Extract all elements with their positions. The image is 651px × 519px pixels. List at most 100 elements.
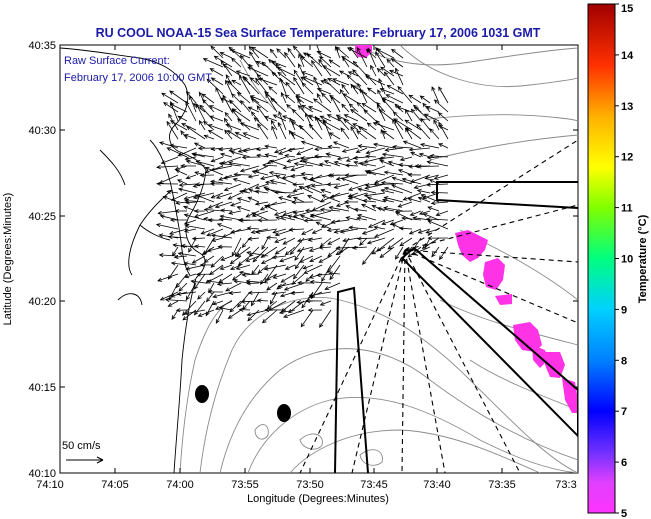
current-vector	[266, 273, 278, 280]
current-vector	[319, 163, 332, 167]
current-vector	[237, 206, 251, 212]
current-vector-head	[181, 123, 187, 127]
current-vector-head	[195, 160, 201, 165]
current-vector	[413, 104, 422, 113]
current-vector-head	[166, 189, 172, 195]
current-vector	[421, 194, 440, 203]
current-vector	[202, 99, 215, 113]
current-vector-head	[284, 94, 290, 99]
current-vector	[381, 182, 404, 185]
current-vector	[208, 130, 224, 140]
current-vector-head	[293, 69, 298, 75]
current-vector-head	[169, 101, 174, 106]
current-vector-head	[315, 272, 321, 278]
current-vector-head	[384, 186, 389, 191]
current-vector	[337, 116, 350, 131]
current-vector-head	[411, 251, 416, 256]
current-vector	[271, 72, 287, 86]
current-vector	[269, 172, 287, 176]
current-vector-head	[269, 159, 275, 164]
current-vector-head	[330, 219, 336, 224]
current-vector-head	[376, 103, 381, 109]
current-vector-head	[156, 165, 161, 170]
current-vector-head	[255, 229, 261, 234]
current-vector-head	[286, 103, 291, 109]
current-vector-head	[222, 175, 228, 180]
current-vector-head	[266, 286, 271, 291]
current-vector	[208, 124, 224, 131]
current-vector-head	[379, 253, 385, 259]
current-vector-head	[180, 243, 186, 249]
current-vector-head	[422, 213, 428, 218]
current-vector-head	[361, 230, 367, 235]
current-vector-head	[296, 238, 302, 243]
current-vector-head	[247, 66, 253, 71]
current-vector	[404, 119, 422, 131]
current-vector	[239, 219, 260, 221]
current-vector-head	[284, 251, 290, 256]
current-vector-head	[184, 274, 190, 279]
current-vector-head	[241, 243, 247, 249]
current-vector	[331, 219, 350, 223]
current-vector-head	[228, 290, 234, 295]
current-vector	[250, 77, 260, 86]
current-vector	[184, 192, 206, 200]
current-vector	[357, 214, 377, 221]
current-vector-head	[409, 212, 415, 216]
current-vector	[285, 246, 296, 256]
current-vector-head	[379, 159, 385, 164]
current-vector	[264, 264, 287, 270]
current-vector	[285, 155, 296, 158]
current-vector-head	[270, 119, 275, 125]
current-vector	[431, 246, 440, 257]
current-vector-head	[193, 209, 199, 214]
current-vector	[314, 147, 332, 150]
current-vector-head	[268, 170, 274, 176]
current-vector	[194, 210, 215, 218]
current-vector	[293, 45, 305, 59]
current-vector	[431, 86, 440, 104]
current-vector-head	[295, 94, 301, 99]
current-vector	[204, 209, 224, 212]
current-vector-head	[199, 173, 205, 178]
current-vector	[330, 192, 350, 198]
current-vector	[290, 291, 305, 294]
current-vector-head	[183, 134, 189, 138]
current-vector-head	[201, 93, 206, 98]
current-vector	[240, 165, 260, 172]
current-vector-head	[305, 112, 309, 118]
current-vector	[271, 291, 287, 295]
current-vector	[402, 217, 422, 221]
current-vector-head	[284, 265, 290, 270]
current-vector-head	[417, 229, 423, 234]
current-vector	[341, 177, 359, 185]
current-vector	[316, 93, 323, 104]
current-vector-head	[156, 181, 161, 186]
current-vector	[274, 191, 296, 194]
current-vector	[206, 291, 215, 302]
current-vector	[238, 255, 251, 266]
overlay-line1: Raw Surface Current:	[64, 55, 170, 67]
current-vector	[412, 237, 422, 251]
current-vector	[273, 114, 287, 122]
current-vector	[426, 218, 449, 221]
current-vector-head	[282, 212, 288, 216]
current-vector	[403, 192, 422, 201]
current-vector	[334, 183, 350, 189]
current-vector	[176, 201, 188, 204]
current-vector-head	[169, 90, 174, 95]
current-vector-head	[342, 238, 348, 243]
current-vector-head	[302, 176, 308, 181]
current-vector	[205, 300, 215, 316]
current-vector-head	[167, 302, 173, 307]
current-vector-head	[328, 59, 334, 64]
current-vector	[295, 94, 314, 104]
current-vector	[364, 192, 386, 197]
current-vector-head	[328, 271, 334, 276]
current-vector	[375, 51, 386, 68]
current-vector	[394, 119, 404, 131]
current-vector	[309, 255, 323, 262]
current-vector	[427, 220, 449, 230]
current-vector-head	[352, 69, 357, 74]
current-vector-head	[300, 172, 306, 177]
